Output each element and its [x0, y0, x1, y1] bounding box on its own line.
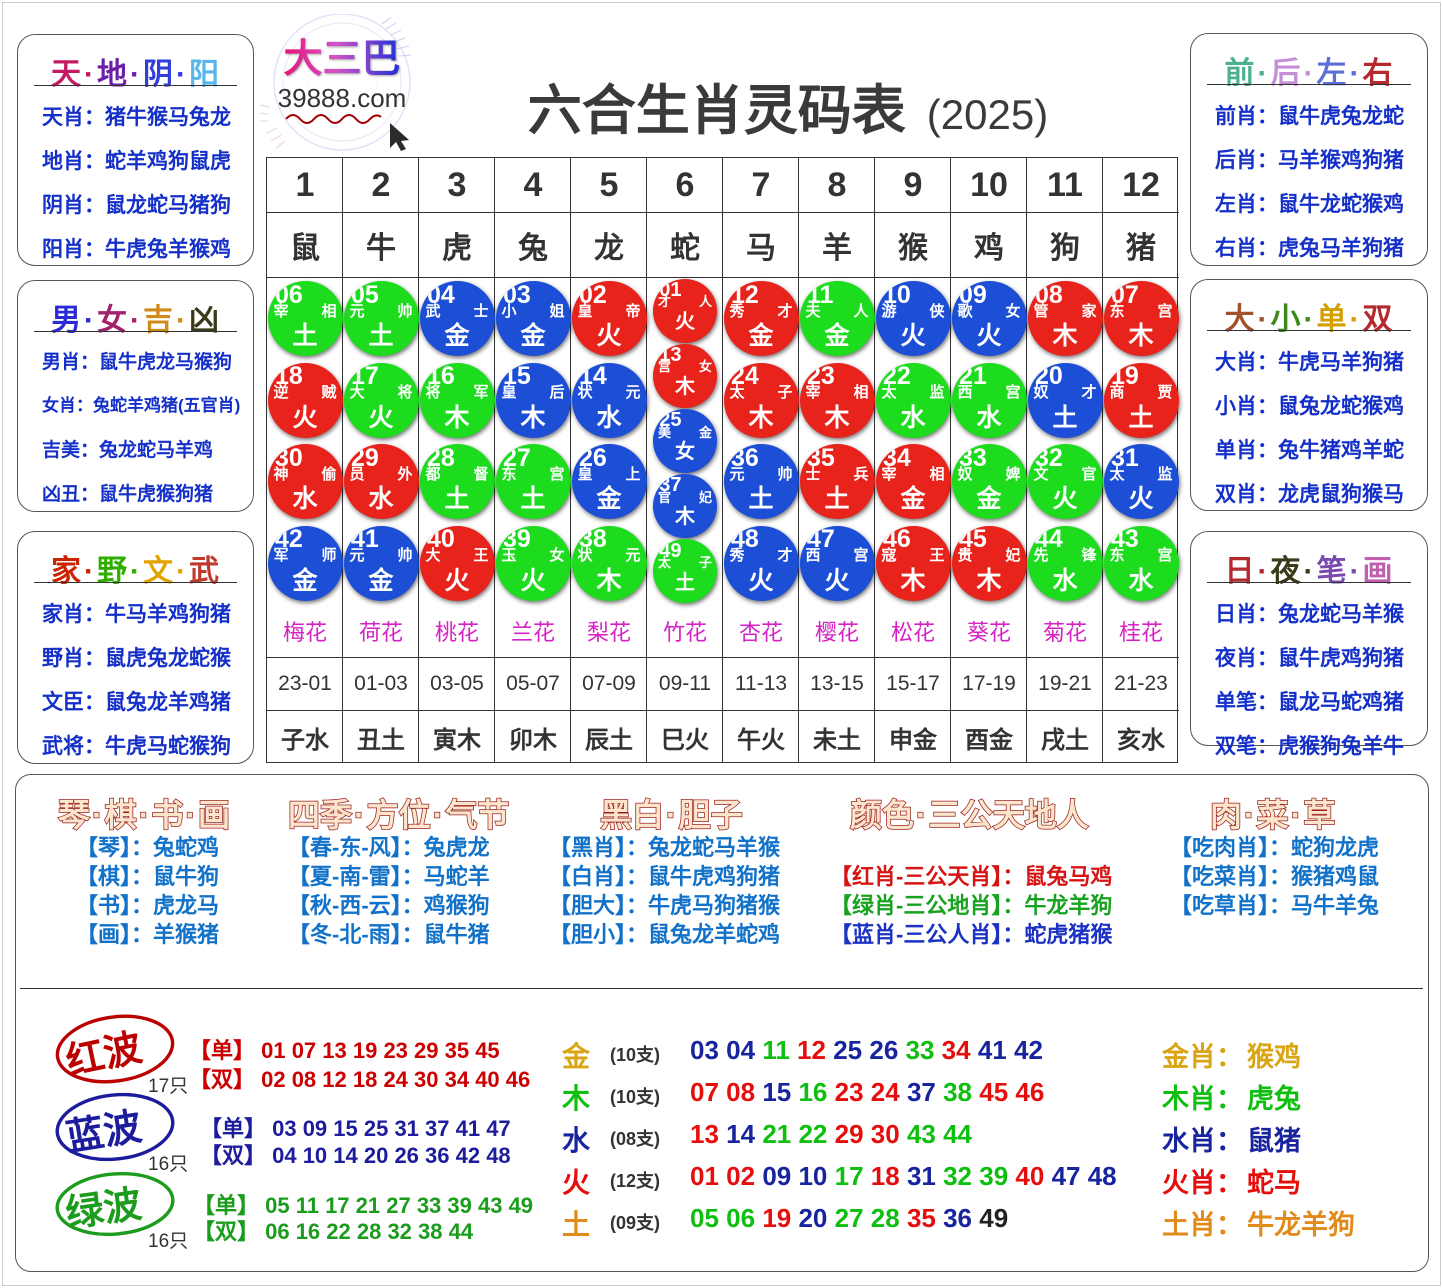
- svg-text:39888.com: 39888.com: [278, 83, 407, 113]
- svg-text:大三巴: 大三巴: [283, 38, 400, 81]
- svg-text:红波: 红波: [63, 1027, 146, 1084]
- svg-text:绿波: 绿波: [63, 1184, 144, 1236]
- svg-text:蓝波: 蓝波: [63, 1106, 145, 1159]
